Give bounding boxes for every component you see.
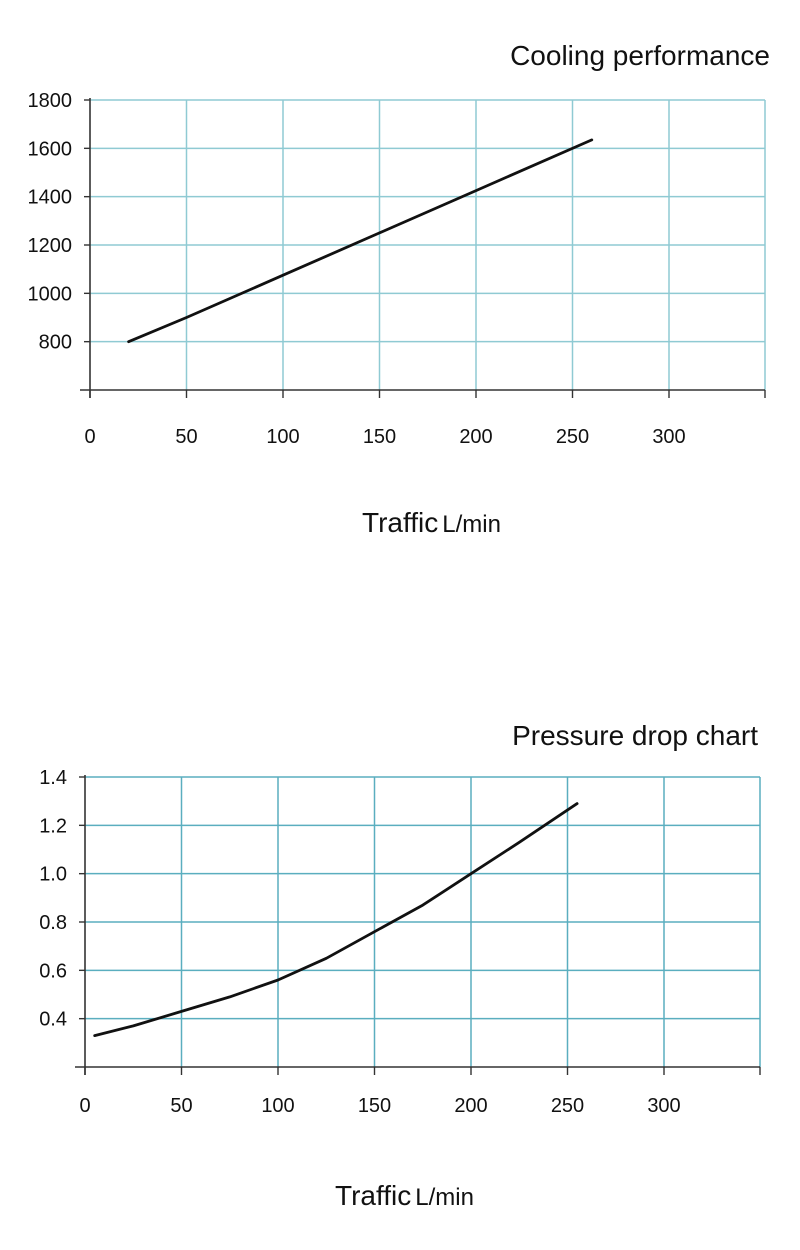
x-tick-label: 150: [358, 1095, 391, 1117]
x-tick-label: 100: [266, 426, 299, 448]
y-tick-label: 0.6: [39, 960, 67, 982]
x-axis-label: Traffic L/min: [335, 1180, 474, 1212]
cooling-performance-chart: Cooling performance 800 1000 1200 1400 1600 1…: [0, 0, 800, 600]
y-tick-label: 800: [39, 332, 72, 354]
x-tick-label: 250: [551, 1095, 584, 1117]
y-tick-label: 1.0: [39, 864, 67, 886]
pressure-plot-area: 0.4 0.6 0.8 1.0 1.2 1.4 0 50 100 150 200 250 300: [39, 767, 761, 1117]
y-tick-label: 1.2: [39, 815, 67, 837]
y-tick-label: 1200: [28, 235, 73, 257]
y-tick-label: 1600: [28, 138, 73, 160]
x-axis-label: Traffic L/min: [362, 507, 501, 539]
y-tick-label: 0.4: [39, 1009, 67, 1031]
chart-title: Pressure drop chart: [512, 720, 758, 751]
cooling-plot-area: 800 1000 1200 1400 1600 1800 0 50 100 150 200 250 30…: [28, 90, 766, 448]
y-tick-label: 1800: [28, 90, 73, 112]
x-tick-label: 100: [261, 1095, 294, 1117]
x-tick-label: 50: [170, 1095, 192, 1117]
x-tick-label: 250: [556, 426, 589, 448]
x-axis-label-text: Traffic: [335, 1180, 412, 1211]
x-axis-label-text: Traffic: [362, 507, 439, 538]
y-tick-label: 1000: [28, 283, 73, 305]
chart-title: Cooling performance: [510, 40, 770, 71]
x-tick-label: 0: [79, 1095, 90, 1117]
x-tick-label: 0: [84, 426, 95, 448]
series-line: [93, 802, 579, 1038]
series-line: [127, 138, 594, 344]
x-axis-unit: L/min: [415, 1184, 474, 1211]
x-tick-label: 300: [647, 1095, 680, 1117]
pressure-drop-chart: Pressure drop chart 0.4 0.6 0.8 1.0 1.2 1.4 0 5…: [0, 690, 800, 1250]
y-tick-label: 1400: [28, 187, 73, 209]
y-tick-label: 0.8: [39, 912, 67, 934]
x-tick-label: 200: [459, 426, 492, 448]
y-tick-label: 1.4: [39, 767, 67, 789]
x-tick-label: 50: [175, 426, 197, 448]
x-tick-label: 150: [363, 426, 396, 448]
x-axis-unit: L/min: [442, 511, 501, 538]
x-tick-label: 300: [652, 426, 685, 448]
x-tick-label: 200: [454, 1095, 487, 1117]
